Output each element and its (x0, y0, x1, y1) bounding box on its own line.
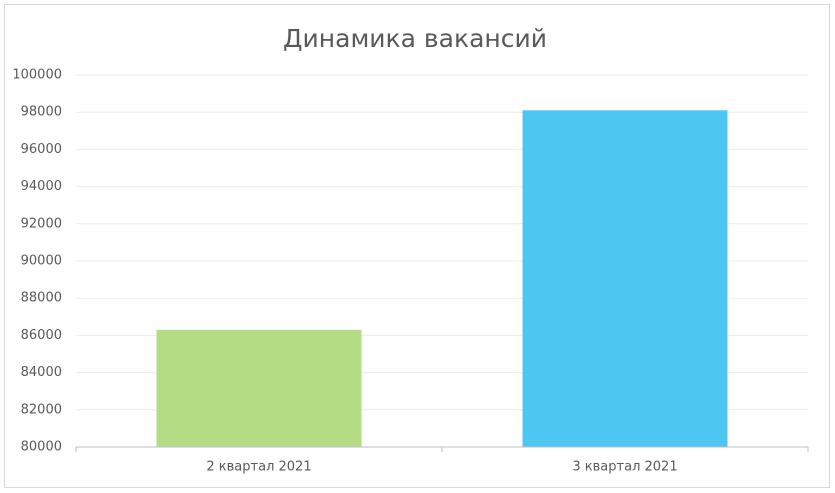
y-tick-label: 88000 (21, 291, 62, 306)
y-tick-label: 90000 (21, 254, 62, 269)
y-tick-label: 82000 (21, 402, 62, 417)
chart-title: Динамика вакансий (283, 24, 547, 53)
bar (522, 110, 728, 447)
y-tick-label: 98000 (21, 105, 62, 120)
y-tick-label: 96000 (21, 142, 62, 157)
y-tick-label: 86000 (21, 328, 62, 343)
y-tick-label: 92000 (21, 216, 62, 231)
y-tick-label: 80000 (21, 440, 62, 455)
x-tick-label: 2 квартал 2021 (206, 460, 311, 475)
y-tick-label: 100000 (12, 68, 62, 83)
y-tick-label: 94000 (21, 179, 62, 194)
y-tick-label: 84000 (21, 365, 62, 380)
x-tick-label: 3 квартал 2021 (572, 460, 677, 475)
bar (156, 329, 362, 447)
